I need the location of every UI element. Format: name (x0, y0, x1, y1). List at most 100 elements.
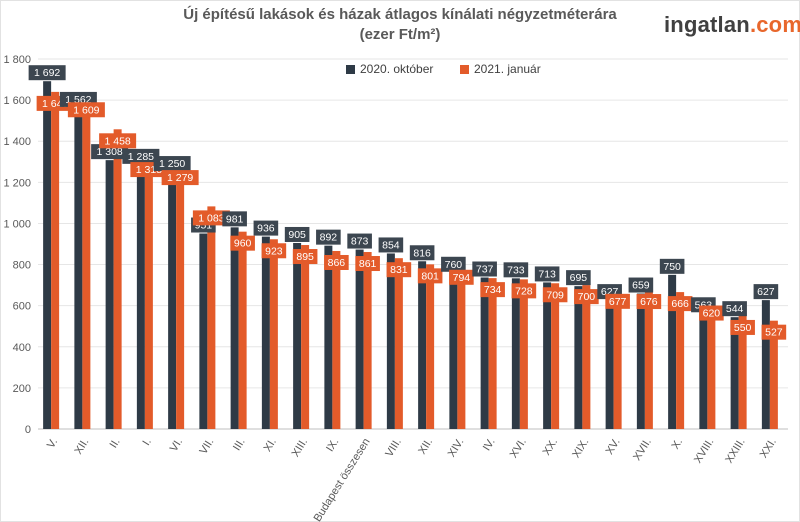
bar-october (668, 274, 677, 429)
data-label-box (222, 211, 247, 227)
x-tick-label: XXI. (758, 436, 779, 460)
bar-january (394, 258, 403, 429)
legend-swatch-january (460, 64, 469, 74)
legend-swatch-october (346, 64, 355, 74)
data-label-january: 620 (703, 308, 721, 320)
data-label-october: 854 (382, 239, 400, 251)
data-label-box (480, 282, 505, 298)
legend-label-january: 2021. január (474, 62, 541, 76)
bar-october (730, 317, 739, 429)
bar-january (738, 315, 747, 429)
x-tick-label: XIV. (446, 436, 467, 459)
data-label-january: 861 (359, 258, 377, 270)
x-tick-label: XII. (72, 436, 91, 456)
bar-october (324, 245, 333, 429)
data-label-january: 676 (640, 296, 658, 308)
data-label-january: 895 (296, 251, 314, 263)
data-label-october: 695 (570, 272, 588, 284)
data-label-january: 677 (609, 296, 627, 308)
data-label-october: 981 (226, 213, 244, 225)
data-label-january: 1 083 (198, 212, 224, 224)
data-label-january: 734 (484, 284, 502, 296)
bar-january (363, 252, 372, 429)
data-label-box (347, 233, 372, 249)
bar-january (82, 98, 91, 429)
legend-item-january: 2021. január (460, 62, 541, 76)
bar-october (449, 272, 458, 429)
data-label-box (449, 269, 474, 285)
data-label-october: 750 (663, 261, 681, 273)
bar-january (551, 283, 560, 429)
data-label-january: 550 (734, 322, 752, 334)
data-label-october: 936 (257, 223, 275, 235)
data-label-january: 527 (765, 327, 783, 339)
data-label-box (161, 170, 199, 186)
brand-logo-main: ingatlan (664, 12, 750, 37)
bar-october (136, 164, 145, 429)
legend-item-october: 2020. október (346, 62, 433, 76)
data-label-box (386, 262, 412, 278)
x-tick-label: XXIII. (723, 436, 747, 465)
bar-october (355, 249, 364, 429)
bar-october (168, 172, 177, 430)
y-tick-label: 1 400 (3, 136, 31, 148)
data-label-box (542, 287, 568, 303)
data-label-october: 544 (726, 303, 744, 315)
chart-subtitle: (ezer Ft/m²) (359, 26, 441, 43)
data-label-box (511, 283, 537, 299)
bar-january (676, 292, 685, 429)
y-tick-label: 1 800 (3, 54, 31, 66)
bar-october (74, 107, 83, 429)
data-label-january: 801 (421, 270, 439, 282)
bar-october (543, 282, 552, 429)
data-label-box (667, 296, 693, 312)
data-label-box (534, 266, 560, 282)
bar-october (386, 253, 395, 429)
brand-logo: ingatlan.com (664, 12, 800, 38)
data-label-january: 666 (671, 298, 689, 310)
x-tick-label: XX. (541, 436, 561, 457)
data-label-october: 659 (632, 280, 650, 292)
x-tick-label: V. (45, 436, 60, 450)
data-label-box (99, 133, 137, 149)
bar-october (293, 242, 302, 429)
data-label-box (122, 148, 160, 164)
data-label-october: 1 308 (96, 146, 122, 158)
x-tick-label: III. (231, 436, 248, 453)
bar-january (51, 91, 60, 429)
data-label-box (153, 156, 191, 172)
chart-title: Új építésű lakások és házak átlagos kíná… (183, 6, 617, 23)
data-label-january: 700 (578, 291, 596, 303)
data-label-box (722, 301, 747, 317)
data-label-box (761, 324, 787, 340)
bar-january (457, 265, 466, 429)
bar-october (761, 300, 770, 429)
data-label-october: 737 (476, 264, 494, 276)
bar-october (574, 286, 583, 429)
brand-logo-suffix: .com (749, 12, 800, 37)
data-label-october: 873 (351, 236, 369, 248)
data-label-january: 866 (328, 257, 346, 269)
y-tick-label: 800 (13, 260, 31, 272)
bar-january (582, 285, 591, 429)
data-label-october: 627 (757, 286, 775, 298)
bar-january (238, 231, 247, 429)
data-label-box (324, 254, 349, 270)
data-label-october: 713 (538, 268, 556, 280)
data-label-box (730, 319, 755, 335)
x-tick-label: IX. (324, 436, 341, 454)
data-label-box (472, 261, 497, 277)
bar-january (207, 206, 216, 429)
y-tick-label: 1 200 (3, 177, 31, 189)
data-label-box (574, 289, 599, 305)
data-label-box (417, 268, 443, 284)
bar-october (105, 160, 114, 429)
bar-october (480, 277, 489, 429)
data-label-box (316, 229, 341, 245)
bar-january (301, 245, 310, 429)
data-label-box (409, 245, 435, 261)
y-tick-label: 400 (13, 342, 31, 354)
data-label-october: 760 (445, 259, 463, 271)
x-tick-label: XV. (604, 436, 623, 457)
